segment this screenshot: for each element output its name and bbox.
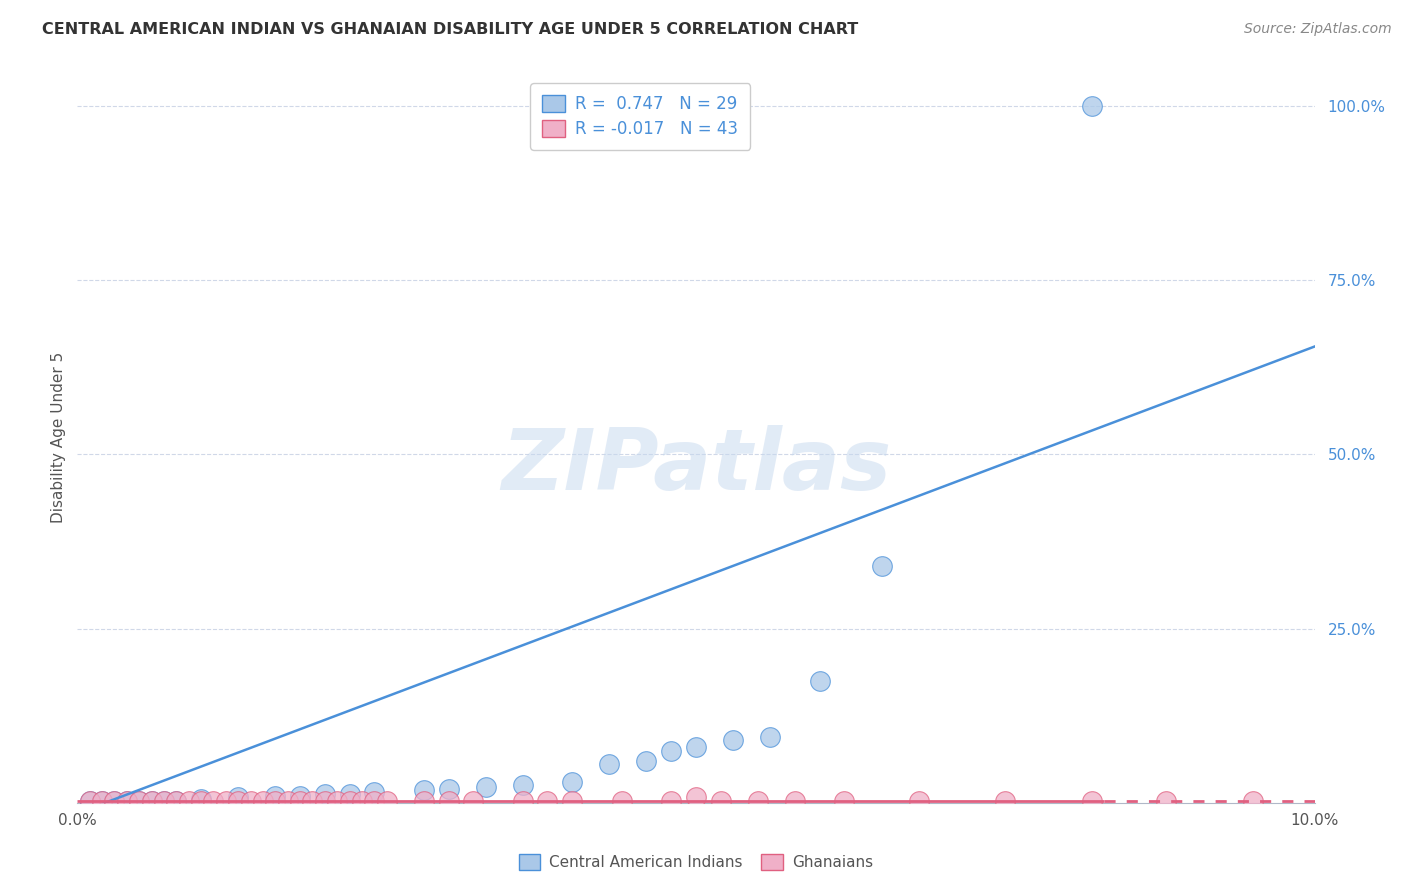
- Point: [141, 794, 163, 808]
- Point: [561, 775, 583, 789]
- Point: [190, 794, 212, 808]
- Point: [288, 794, 311, 808]
- Point: [870, 558, 893, 573]
- Point: [463, 794, 485, 808]
- Point: [1081, 794, 1104, 808]
- Point: [783, 794, 806, 808]
- Point: [91, 794, 114, 808]
- Point: [226, 794, 249, 808]
- Point: [215, 794, 238, 808]
- Point: [636, 754, 658, 768]
- Point: [314, 794, 336, 808]
- Point: [326, 794, 349, 808]
- Point: [115, 794, 138, 808]
- Point: [226, 790, 249, 805]
- Point: [1081, 99, 1104, 113]
- Legend: Central American Indians, Ghanaians: Central American Indians, Ghanaians: [510, 845, 882, 880]
- Point: [264, 794, 287, 808]
- Point: [128, 794, 150, 808]
- Point: [103, 794, 125, 808]
- Point: [165, 794, 187, 808]
- Point: [190, 791, 212, 805]
- Point: [474, 780, 496, 795]
- Point: [412, 794, 434, 808]
- Point: [91, 794, 114, 808]
- Point: [301, 794, 323, 808]
- Point: [288, 789, 311, 803]
- Point: [115, 794, 138, 808]
- Point: [437, 794, 460, 808]
- Point: [561, 794, 583, 808]
- Point: [907, 794, 929, 808]
- Point: [721, 733, 744, 747]
- Point: [685, 740, 707, 755]
- Point: [1241, 794, 1264, 808]
- Point: [153, 794, 176, 808]
- Point: [339, 794, 361, 808]
- Text: Source: ZipAtlas.com: Source: ZipAtlas.com: [1244, 22, 1392, 37]
- Point: [339, 787, 361, 801]
- Point: [239, 794, 262, 808]
- Point: [153, 794, 176, 808]
- Point: [141, 794, 163, 808]
- Point: [363, 794, 385, 808]
- Point: [375, 794, 398, 808]
- Point: [277, 794, 299, 808]
- Point: [202, 794, 225, 808]
- Point: [103, 794, 125, 808]
- Point: [79, 794, 101, 808]
- Point: [536, 794, 558, 808]
- Point: [512, 794, 534, 808]
- Point: [747, 794, 769, 808]
- Point: [610, 794, 633, 808]
- Point: [363, 785, 385, 799]
- Point: [437, 781, 460, 796]
- Point: [350, 794, 373, 808]
- Point: [128, 794, 150, 808]
- Point: [1154, 794, 1177, 808]
- Point: [834, 794, 856, 808]
- Point: [252, 794, 274, 808]
- Point: [412, 783, 434, 797]
- Point: [808, 673, 831, 688]
- Text: CENTRAL AMERICAN INDIAN VS GHANAIAN DISABILITY AGE UNDER 5 CORRELATION CHART: CENTRAL AMERICAN INDIAN VS GHANAIAN DISA…: [42, 22, 859, 37]
- Point: [512, 778, 534, 792]
- Point: [685, 790, 707, 805]
- Point: [994, 794, 1017, 808]
- Point: [79, 794, 101, 808]
- Point: [314, 788, 336, 802]
- Point: [598, 757, 620, 772]
- Point: [177, 794, 200, 808]
- Point: [759, 730, 782, 744]
- Point: [264, 789, 287, 803]
- Point: [165, 794, 187, 808]
- Y-axis label: Disability Age Under 5: Disability Age Under 5: [51, 351, 66, 523]
- Point: [710, 794, 733, 808]
- Point: [659, 743, 682, 757]
- Text: ZIPatlas: ZIPatlas: [501, 425, 891, 508]
- Point: [659, 794, 682, 808]
